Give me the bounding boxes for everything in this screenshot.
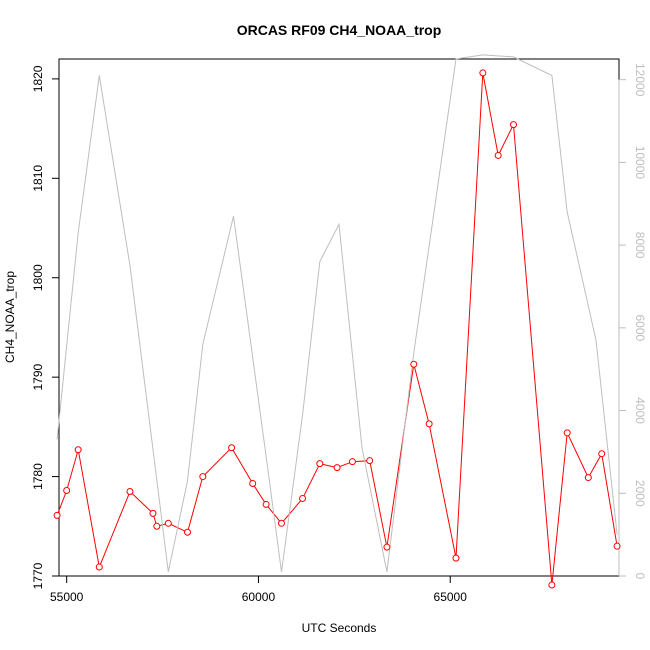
data-point — [53, 511, 61, 519]
data-point — [126, 487, 134, 495]
x-tick-label: 55000 — [50, 590, 84, 604]
y2-tick-label: 6000 — [633, 314, 647, 341]
data-point — [479, 69, 487, 77]
data-point — [74, 446, 82, 454]
data-point — [410, 360, 418, 368]
x-axis-label: UTC Seconds — [302, 621, 377, 635]
y-tick-label: 1780 — [31, 463, 45, 490]
data-point — [333, 464, 341, 472]
data-point — [425, 420, 433, 428]
y-axis-label: CH4_NOAA_trop — [3, 271, 17, 363]
data-point — [563, 429, 571, 437]
primary-series-line — [56, 72, 618, 585]
data-point — [149, 509, 157, 517]
data-point — [366, 457, 374, 465]
data-point — [348, 458, 356, 466]
y-tick-label: 1820 — [31, 65, 45, 92]
series-layer — [53, 54, 621, 589]
y2-tick-label: 2000 — [633, 480, 647, 507]
data-point — [510, 121, 518, 129]
data-point — [494, 151, 502, 159]
y2-tick-label: 12000 — [633, 63, 647, 97]
data-point — [277, 519, 285, 527]
x-axis: 55000 60000 65000 — [50, 576, 467, 604]
y-tick-label: 1790 — [31, 363, 45, 390]
data-point — [63, 486, 71, 494]
data-point — [153, 522, 161, 530]
x-tick-label: 65000 — [434, 590, 468, 604]
data-point — [249, 480, 257, 488]
y-axis: 1770 1780 1790 1800 1810 1820 — [31, 65, 59, 589]
data-point — [95, 563, 103, 571]
chart-title: ORCAS RF09 CH4_NOAA_trop — [237, 22, 442, 38]
y2-tick-label: 0 — [633, 573, 647, 580]
y-tick-label: 1800 — [31, 264, 45, 291]
y2-tick-label: 8000 — [633, 232, 647, 259]
y2-tick-label: 4000 — [633, 397, 647, 424]
plot-frame — [58, 58, 620, 577]
data-point — [228, 444, 236, 452]
data-point — [164, 519, 172, 527]
data-point — [452, 554, 460, 562]
data-point — [383, 543, 391, 551]
data-point — [262, 500, 270, 508]
y-tick-label: 1770 — [31, 562, 45, 589]
data-point — [316, 460, 324, 468]
y2-axis: 0 2000 4000 6000 8000 10000 12000 — [618, 63, 647, 580]
data-point — [613, 542, 621, 550]
data-point — [199, 473, 207, 481]
data-point — [548, 581, 556, 589]
data-point — [299, 494, 307, 502]
y-tick-label: 1810 — [31, 165, 45, 192]
x-tick-label: 60000 — [242, 590, 276, 604]
data-point — [183, 528, 191, 536]
y2-tick-label: 10000 — [633, 146, 647, 180]
secondary-series-line — [56, 54, 618, 573]
data-point — [598, 450, 606, 458]
data-point — [584, 474, 592, 482]
